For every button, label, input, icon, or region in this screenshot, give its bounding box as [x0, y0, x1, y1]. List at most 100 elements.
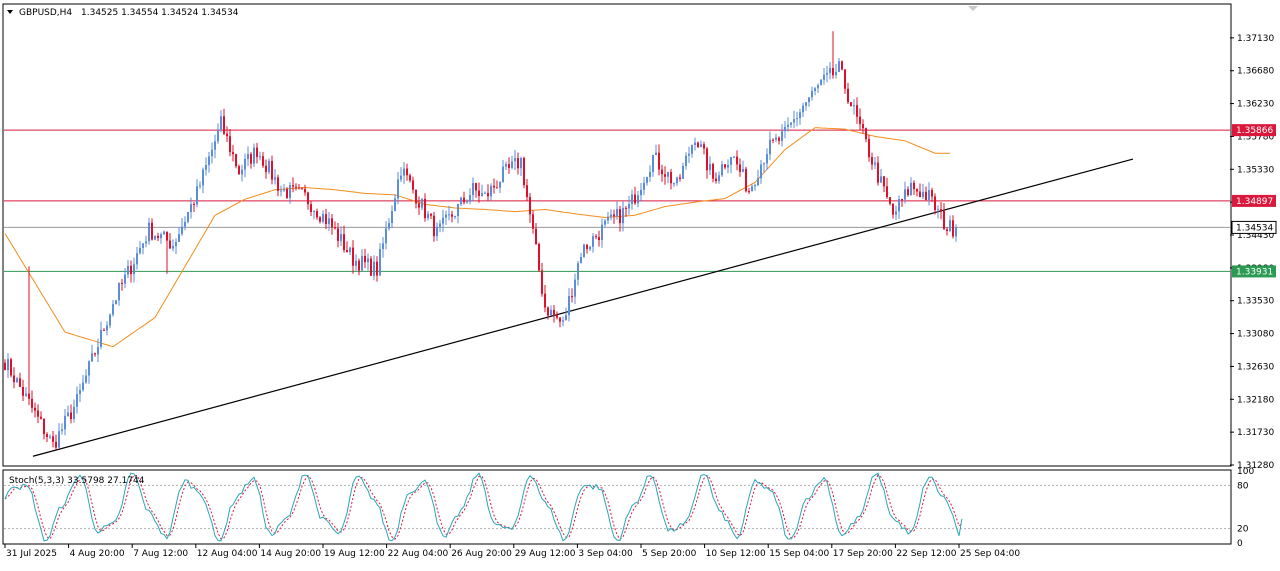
- bull-candle[interactable]: [205, 165, 207, 170]
- bull-candle[interactable]: [139, 247, 141, 254]
- bear-candle[interactable]: [706, 148, 708, 171]
- bull-candle[interactable]: [805, 102, 807, 106]
- bear-candle[interactable]: [703, 144, 705, 149]
- bull-candle[interactable]: [742, 168, 744, 172]
- bull-candle[interactable]: [766, 154, 768, 164]
- bear-candle[interactable]: [658, 152, 660, 170]
- bear-candle[interactable]: [232, 152, 234, 155]
- bull-candle[interactable]: [142, 243, 144, 248]
- bear-candle[interactable]: [304, 188, 306, 193]
- bull-candle[interactable]: [106, 325, 108, 331]
- bear-candle[interactable]: [571, 296, 573, 298]
- bear-candle[interactable]: [670, 172, 672, 184]
- bear-candle[interactable]: [406, 168, 408, 176]
- bull-candle[interactable]: [154, 235, 156, 240]
- bull-candle[interactable]: [115, 300, 117, 305]
- bear-candle[interactable]: [664, 174, 666, 177]
- bull-candle[interactable]: [802, 105, 804, 113]
- bear-candle[interactable]: [697, 142, 699, 147]
- bear-candle[interactable]: [262, 156, 264, 166]
- bull-candle[interactable]: [682, 165, 684, 179]
- bull-candle[interactable]: [208, 156, 210, 166]
- bull-candle[interactable]: [763, 163, 765, 165]
- bear-candle[interactable]: [292, 185, 294, 187]
- bull-candle[interactable]: [97, 346, 99, 355]
- bull-candle[interactable]: [133, 264, 135, 275]
- bear-candle[interactable]: [877, 162, 879, 183]
- bull-candle[interactable]: [649, 171, 651, 177]
- bull-candle[interactable]: [814, 88, 816, 91]
- bear-candle[interactable]: [310, 204, 312, 212]
- bear-candle[interactable]: [286, 189, 288, 198]
- bull-candle[interactable]: [187, 211, 189, 222]
- bear-candle[interactable]: [346, 250, 348, 253]
- bear-candle[interactable]: [250, 153, 252, 164]
- bull-candle[interactable]: [691, 144, 693, 154]
- bear-candle[interactable]: [748, 191, 750, 193]
- bear-candle[interactable]: [883, 176, 885, 187]
- bull-candle[interactable]: [514, 158, 516, 162]
- bear-candle[interactable]: [364, 255, 366, 263]
- bull-candle[interactable]: [721, 164, 723, 176]
- bull-candle[interactable]: [466, 201, 468, 203]
- bear-candle[interactable]: [553, 309, 555, 316]
- bear-candle[interactable]: [661, 169, 663, 175]
- bear-candle[interactable]: [376, 261, 378, 276]
- bear-candle[interactable]: [613, 214, 615, 217]
- bear-candle[interactable]: [940, 209, 942, 211]
- bull-candle[interactable]: [313, 211, 315, 213]
- bear-candle[interactable]: [256, 147, 258, 157]
- bear-candle[interactable]: [451, 214, 453, 217]
- bull-candle[interactable]: [922, 191, 924, 198]
- bear-candle[interactable]: [226, 133, 228, 137]
- bull-candle[interactable]: [73, 406, 75, 420]
- bear-candle[interactable]: [358, 260, 360, 271]
- bull-candle[interactable]: [397, 179, 399, 199]
- bull-candle[interactable]: [754, 185, 756, 187]
- bear-candle[interactable]: [868, 139, 870, 158]
- bull-candle[interactable]: [175, 241, 177, 247]
- bull-candle[interactable]: [511, 161, 513, 168]
- bull-candle[interactable]: [454, 216, 456, 218]
- bull-candle[interactable]: [196, 186, 198, 205]
- bull-candle[interactable]: [949, 220, 951, 232]
- bull-candle[interactable]: [58, 431, 60, 448]
- bull-candle[interactable]: [88, 361, 90, 376]
- bull-candle[interactable]: [574, 279, 576, 297]
- bull-candle[interactable]: [172, 246, 174, 249]
- bull-candle[interactable]: [685, 155, 687, 166]
- bull-candle[interactable]: [190, 204, 192, 212]
- bull-candle[interactable]: [733, 156, 735, 158]
- bull-candle[interactable]: [361, 255, 363, 271]
- bull-candle[interactable]: [112, 304, 114, 315]
- bear-candle[interactable]: [844, 69, 846, 89]
- bull-candle[interactable]: [253, 147, 255, 164]
- bull-candle[interactable]: [727, 164, 729, 168]
- bear-candle[interactable]: [715, 178, 717, 182]
- bear-candle[interactable]: [13, 375, 15, 383]
- bear-candle[interactable]: [433, 215, 435, 237]
- bull-candle[interactable]: [787, 124, 789, 127]
- bull-candle[interactable]: [328, 218, 330, 225]
- bull-candle[interactable]: [127, 265, 129, 275]
- bear-candle[interactable]: [598, 237, 600, 241]
- bear-candle[interactable]: [337, 228, 339, 241]
- bear-candle[interactable]: [55, 441, 57, 448]
- bear-candle[interactable]: [103, 329, 105, 331]
- bear-candle[interactable]: [229, 136, 231, 153]
- bull-candle[interactable]: [148, 222, 150, 242]
- bull-candle[interactable]: [82, 382, 84, 390]
- bear-candle[interactable]: [892, 203, 894, 215]
- bear-candle[interactable]: [493, 185, 495, 188]
- bear-candle[interactable]: [409, 175, 411, 181]
- bear-candle[interactable]: [871, 157, 873, 165]
- bull-candle[interactable]: [124, 274, 126, 284]
- bull-candle[interactable]: [118, 283, 120, 301]
- bull-candle[interactable]: [280, 190, 282, 192]
- bull-candle[interactable]: [442, 217, 444, 224]
- bull-candle[interactable]: [895, 211, 897, 215]
- bear-candle[interactable]: [946, 229, 948, 232]
- bull-candle[interactable]: [211, 149, 213, 157]
- bear-candle[interactable]: [538, 243, 540, 271]
- bear-candle[interactable]: [886, 186, 888, 198]
